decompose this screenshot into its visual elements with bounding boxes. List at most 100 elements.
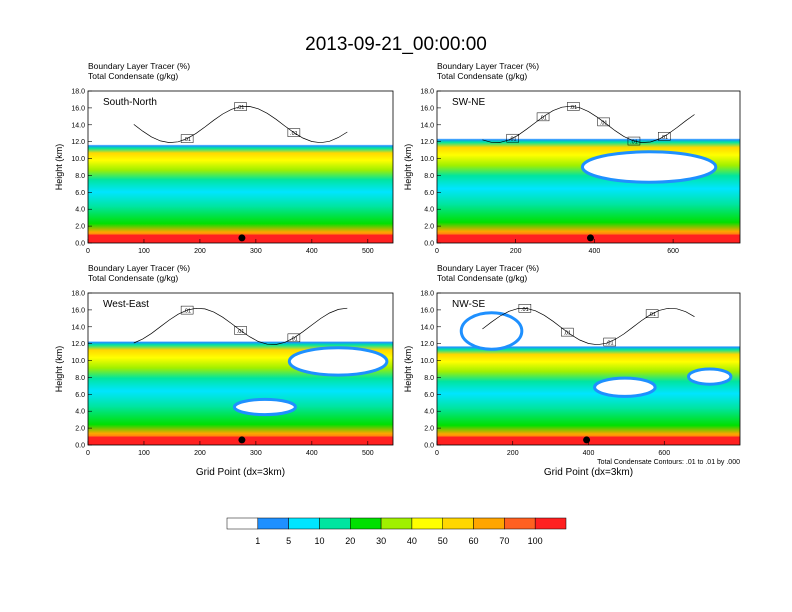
y-tick-label: 0.0 [75,443,85,450]
x-tick-label: 200 [507,450,519,457]
y-tick-label: 16.0 [71,105,85,112]
y-tick-label: 12.0 [71,139,85,146]
y-tick-label: 2.0 [75,426,85,433]
x-tick-label: 200 [194,248,206,255]
contour-label-box [234,102,247,111]
x-tick-label: 400 [306,450,318,457]
colorbar-swatch [504,517,536,530]
y-tick-label: 6.0 [424,392,434,399]
contour-label-box [287,128,301,137]
contour-label: .01 [600,120,608,126]
panel-sw-ne: Boundary Layer Tracer (%)Total Condensat… [403,61,741,255]
y-tick-label: 2.0 [424,224,434,231]
site-marker [586,234,594,242]
clear-region [593,376,657,398]
colorbar-label: 60 [469,536,479,546]
x-axis-label: Grid Point (dx=3km) [544,467,633,478]
colorbar-swatch [350,517,382,530]
x-tick-label: 0 [86,450,90,457]
y-tick-label: 0.0 [75,241,85,248]
panel-header-line: Boundary Layer Tracer (%) [88,61,190,71]
x-tick-label: 100 [138,450,150,457]
colorbar-swatch [288,517,320,530]
y-tick-label: 4.0 [75,409,85,416]
colorbar-label: 70 [499,536,509,546]
colorbar-label: 20 [345,536,355,546]
y-tick-label: 8.0 [424,375,434,382]
y-tick-label: 6.0 [424,190,434,197]
panel-west-east: Boundary Layer Tracer (%)Total Condensat… [54,263,394,478]
condensate-contour [482,307,695,346]
y-tick-label: 18.0 [420,291,434,298]
colorbar-swatch [411,517,443,530]
clear-region [287,346,389,377]
y-axis-label: Height (km) [403,346,413,393]
y-tick-label: 12.0 [420,341,434,348]
contour-label-box [518,304,532,313]
contour-label: .01 [563,331,571,337]
contour-label-box [180,134,194,143]
contour-label-box [645,309,659,318]
contour-label: .01 [183,309,191,315]
y-tick-label: 10.0 [71,156,85,163]
x-tick-label: 100 [138,248,150,255]
colorbar-swatch [319,517,351,530]
y-tick-label: 0.0 [424,443,434,450]
y-tick-label: 4.0 [424,207,434,214]
y-tick-label: 0.0 [424,241,434,248]
contour-label: .01 [290,336,298,342]
figure-title: 2013-09-21_00:00:00 [305,34,487,55]
y-tick-label: 14.0 [420,324,434,331]
site-marker [238,436,246,444]
y-tick-label: 16.0 [420,105,434,112]
y-tick-label: 6.0 [75,190,85,197]
contour-label-box [536,112,550,122]
contour-label-box [627,136,641,146]
y-tick-label: 14.0 [71,324,85,331]
contour-label-box [567,102,580,111]
panel-header-line: Boundary Layer Tracer (%) [88,263,190,273]
y-tick-label: 16.0 [71,307,85,314]
colorbar-label: 30 [376,536,386,546]
contour-label: .01 [660,135,668,141]
y-tick-label: 6.0 [75,392,85,399]
y-tick-label: 2.0 [424,426,434,433]
colorbar: 1 5 10 20 30 40 50 60 70 100 [226,517,567,546]
panel-south-north: Boundary Layer Tracer (%)Total Condensat… [54,61,394,255]
y-tick-label: 18.0 [420,89,434,96]
clear-region [580,150,718,184]
condensate-contour [133,307,348,345]
y-tick-label: 14.0 [420,122,434,129]
contour-label-box [234,326,247,335]
site-marker [238,234,246,242]
contour-label-box [506,133,519,143]
colorbar-swatch [257,517,289,530]
clear-region [686,367,733,386]
colorbar-label: 5 [286,536,291,546]
contour-label: .01 [183,137,191,143]
x-tick-label: 500 [362,248,374,255]
contour-label: .01 [606,341,614,347]
y-axis-label: Height (km) [54,346,64,393]
colorbar-swatch [534,517,567,530]
contour-label: .01 [570,105,578,111]
clear-region [232,397,297,417]
plot-frame [87,292,394,446]
y-tick-label: 14.0 [71,122,85,129]
contour-label-box [561,327,574,337]
panel-title: West-East [103,299,149,310]
colorbar-label: 40 [407,536,417,546]
x-axis-label: Grid Point (dx=3km) [196,467,285,478]
x-tick-label: 400 [583,450,595,457]
x-tick-label: 200 [194,450,206,457]
panel-header-line: Boundary Layer Tracer (%) [437,61,539,71]
panel-header-line: Total Condensate (g/kg) [437,71,527,81]
condensate-contour [482,105,695,143]
contour-label-box [603,337,616,347]
contour-label: .01 [521,307,529,313]
y-tick-label: 12.0 [71,341,85,348]
y-tick-label: 8.0 [75,173,85,180]
colorbar-label: 100 [528,536,543,546]
contour-label: .01 [237,105,245,111]
